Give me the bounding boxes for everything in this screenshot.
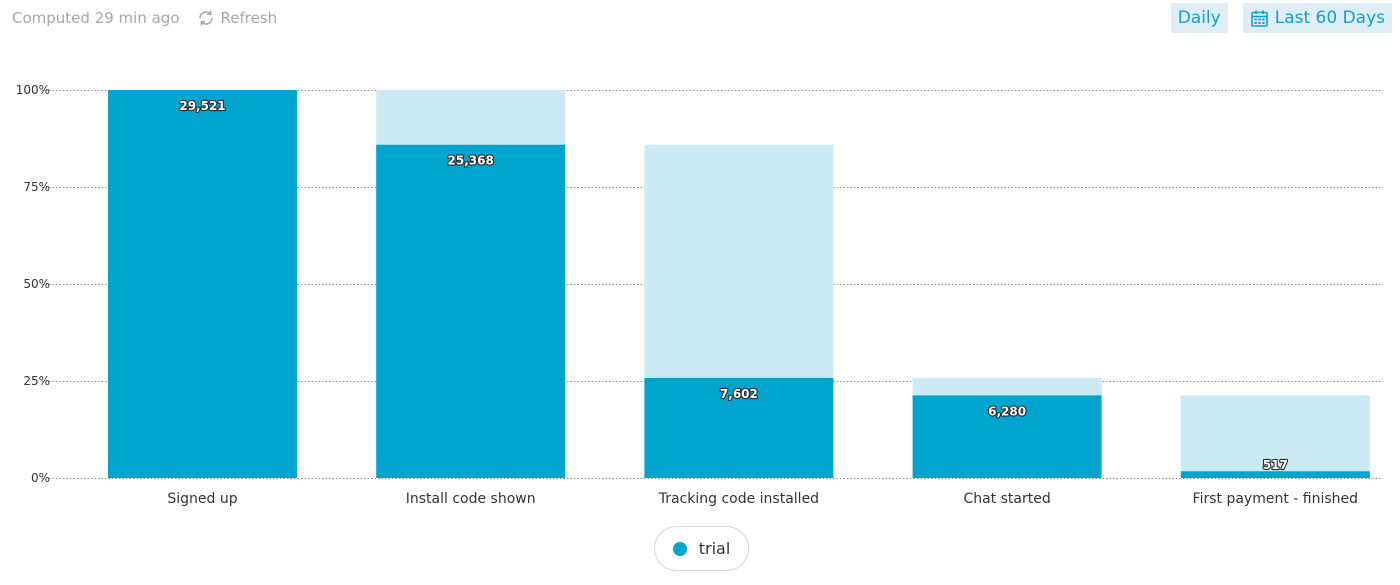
- category-label: Chat started: [963, 491, 1050, 507]
- legend-item-trial[interactable]: trial: [654, 526, 749, 571]
- category-label: First payment - finished: [1193, 491, 1358, 507]
- trial-bar: [376, 144, 566, 478]
- y-tick-label: 100%: [16, 83, 50, 97]
- data-label: 7,602: [720, 387, 758, 401]
- trial-bar: [912, 395, 1102, 478]
- data-label: 6,280: [988, 404, 1026, 418]
- data-label: 517: [1263, 458, 1288, 472]
- trial-bar: [644, 377, 834, 478]
- interval-button[interactable]: Daily: [1170, 3, 1228, 33]
- refresh-button[interactable]: Refresh: [196, 8, 278, 28]
- category-label: Install code shown: [406, 491, 536, 507]
- trial-bar: [1180, 471, 1370, 478]
- trial-bar: [108, 90, 297, 478]
- legend-label: trial: [698, 539, 731, 558]
- y-tick-label: 0%: [31, 471, 50, 485]
- data-label: 25,368: [448, 154, 494, 168]
- funnel-chart: 0% 25% 50% 75% 100% 29,521 Signed up 25,368 Inst…: [16, 83, 1383, 507]
- category-label: Signed up: [167, 491, 237, 507]
- dropoff-bar: [376, 90, 566, 145]
- refresh-icon: [198, 10, 213, 26]
- status-bar: Computed 29 min ago Refresh: [12, 8, 277, 28]
- y-tick-label: 75%: [23, 180, 50, 194]
- legend-marker: [672, 541, 687, 556]
- date-range-button[interactable]: Last 60 Days: [1242, 3, 1392, 33]
- date-range-label: Last 60 Days: [1274, 8, 1385, 28]
- dropoff-bar: [912, 377, 1102, 396]
- category-label: Tracking code installed: [658, 491, 819, 507]
- calendar-icon: [1250, 10, 1268, 27]
- refresh-label: Refresh: [220, 9, 278, 27]
- dropoff-bar: [644, 144, 834, 378]
- chart-controls: Daily Last 60 Days: [1156, 3, 1392, 33]
- y-tick-label: 25%: [23, 374, 50, 388]
- dropoff-bar: [1180, 395, 1370, 472]
- y-tick-label: 50%: [23, 277, 50, 291]
- data-label: 29,521: [179, 99, 225, 113]
- interval-label: Daily: [1177, 8, 1221, 28]
- computed-status: Computed 29 min ago: [12, 9, 180, 27]
